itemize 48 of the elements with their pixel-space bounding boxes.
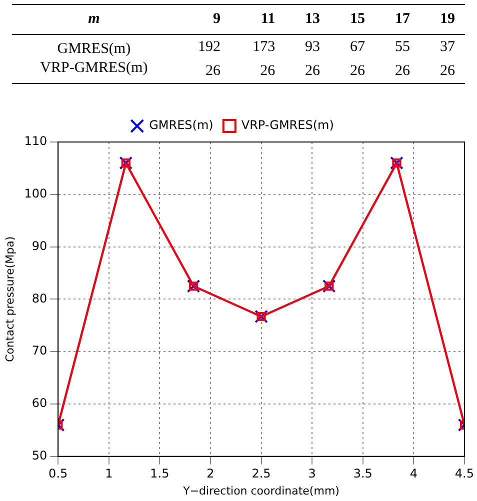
y-axis-title: Contact pressure(Mpa) (3, 236, 16, 362)
data-label: 26 (259, 62, 276, 80)
y-tick-label: 60 (32, 396, 48, 410)
point (186, 279, 200, 293)
x-tick-label: 0.5 (48, 466, 68, 481)
x-tick-label: 3.5 (353, 466, 372, 481)
x-tick-label: 3 (308, 466, 316, 481)
y-tick-label: 100 (24, 186, 48, 201)
data-label: 37 (439, 38, 456, 56)
x-tick-label: 19 (439, 10, 456, 29)
data-label: 93 (304, 38, 322, 56)
x-tick-label: 2 (206, 466, 214, 481)
y-tick-label: 90 (32, 238, 48, 253)
legend-label: VRP-GMRES(m) (241, 118, 334, 132)
point (188, 282, 198, 291)
data-label: 26 (394, 62, 411, 80)
point (390, 156, 404, 170)
data-label: 192 (196, 38, 222, 56)
y-tick-label: 110 (24, 134, 48, 148)
x-tick-label: 17 (394, 10, 411, 29)
y-tick-label: VRP-GMRES(m) (39, 59, 149, 78)
data-label: 67 (349, 38, 366, 56)
point (322, 279, 336, 293)
point (121, 158, 130, 168)
y-tick-label: 70 (32, 344, 48, 358)
x-axis-title: Y−direction coordinate(mm) (182, 484, 340, 498)
x-tick-label: 1.5 (150, 466, 170, 481)
point (392, 158, 402, 168)
data-label: 26 (304, 62, 322, 80)
data-label: 55 (394, 38, 411, 56)
data-label: 26 (439, 62, 456, 80)
x-tick-label: 1 (105, 466, 113, 481)
x-tick-label: 2.5 (252, 466, 271, 481)
data-label: 173 (252, 38, 276, 56)
x-tick-label: 13 (304, 10, 322, 29)
point (324, 282, 334, 291)
x-tick-label: 4.5 (454, 466, 474, 481)
data-label: 26 (204, 62, 222, 80)
x-tick-label: 15 (349, 10, 366, 29)
y-tick-label: 80 (32, 291, 48, 306)
x-tick-label: 9 (212, 10, 222, 29)
x-axis-title: m (87, 10, 101, 29)
point (119, 156, 133, 170)
y-tick-label: 50 (32, 448, 48, 463)
x-tick-label: 11 (260, 10, 276, 29)
legend-label: GMRES(m) (149, 118, 214, 132)
data-label: 26 (349, 62, 366, 80)
x-tick-label: 4 (410, 466, 418, 481)
